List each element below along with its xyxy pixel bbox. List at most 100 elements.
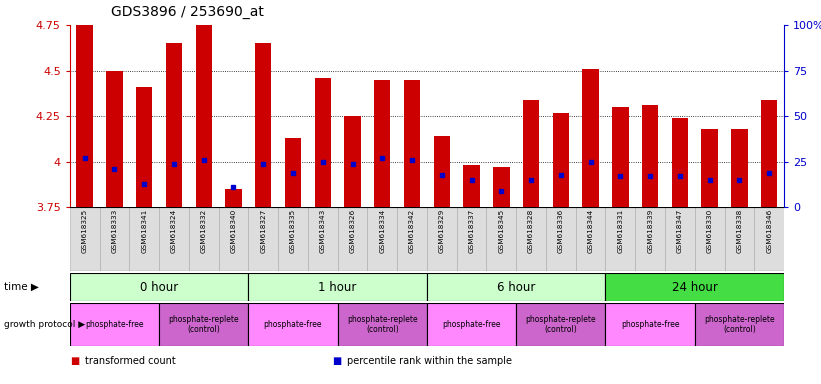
Bar bbox=[576, 207, 606, 271]
Bar bbox=[136, 87, 153, 207]
Bar bbox=[612, 107, 629, 207]
Text: GSM618344: GSM618344 bbox=[588, 209, 594, 253]
Bar bbox=[606, 207, 635, 271]
Bar bbox=[732, 129, 748, 207]
Text: GSM618346: GSM618346 bbox=[766, 209, 773, 253]
Bar bbox=[76, 25, 93, 207]
Text: phosphate-replete
(control): phosphate-replete (control) bbox=[347, 315, 418, 334]
Bar bbox=[195, 25, 212, 207]
Text: GSM618324: GSM618324 bbox=[171, 209, 177, 253]
Bar bbox=[433, 136, 450, 207]
Bar bbox=[248, 303, 337, 346]
Bar bbox=[456, 207, 487, 271]
Bar bbox=[337, 303, 427, 346]
Bar bbox=[635, 207, 665, 271]
Bar bbox=[672, 118, 688, 207]
Bar bbox=[546, 207, 576, 271]
Bar bbox=[308, 207, 337, 271]
Text: GSM618338: GSM618338 bbox=[736, 209, 742, 253]
Text: GSM618345: GSM618345 bbox=[498, 209, 504, 253]
Bar bbox=[606, 303, 695, 346]
Bar bbox=[337, 207, 368, 271]
Text: GSM618343: GSM618343 bbox=[319, 209, 326, 253]
Bar bbox=[70, 273, 248, 301]
Text: GSM618342: GSM618342 bbox=[409, 209, 415, 253]
Text: GSM618335: GSM618335 bbox=[290, 209, 296, 253]
Text: GSM618340: GSM618340 bbox=[231, 209, 236, 253]
Bar bbox=[130, 207, 159, 271]
Bar bbox=[701, 129, 718, 207]
Bar bbox=[516, 207, 546, 271]
Bar bbox=[285, 138, 301, 207]
Text: time ▶: time ▶ bbox=[4, 282, 39, 292]
Bar bbox=[99, 207, 130, 271]
Text: 6 hour: 6 hour bbox=[497, 281, 535, 293]
Text: GSM618333: GSM618333 bbox=[112, 209, 117, 253]
Bar bbox=[255, 43, 272, 207]
Bar bbox=[70, 207, 99, 271]
Text: GSM618341: GSM618341 bbox=[141, 209, 147, 253]
Text: GSM618332: GSM618332 bbox=[200, 209, 207, 253]
Bar bbox=[427, 207, 456, 271]
Bar bbox=[248, 207, 278, 271]
Bar bbox=[374, 80, 391, 207]
Text: phosphate-free: phosphate-free bbox=[264, 320, 323, 329]
Bar bbox=[754, 207, 784, 271]
Text: GSM618328: GSM618328 bbox=[528, 209, 534, 253]
Text: GSM618325: GSM618325 bbox=[81, 209, 88, 253]
Bar bbox=[427, 303, 516, 346]
Text: phosphate-free: phosphate-free bbox=[621, 320, 680, 329]
Bar bbox=[106, 71, 122, 207]
Bar bbox=[553, 113, 569, 207]
Text: phosphate-replete
(control): phosphate-replete (control) bbox=[704, 315, 775, 334]
Bar bbox=[368, 207, 397, 271]
Text: GSM618336: GSM618336 bbox=[557, 209, 564, 253]
Bar bbox=[724, 207, 754, 271]
Bar bbox=[159, 303, 248, 346]
Bar bbox=[218, 207, 248, 271]
Bar bbox=[70, 303, 159, 346]
Bar bbox=[189, 207, 218, 271]
Text: ■: ■ bbox=[333, 356, 342, 366]
Bar bbox=[695, 207, 724, 271]
Text: percentile rank within the sample: percentile rank within the sample bbox=[347, 356, 512, 366]
Bar bbox=[166, 43, 182, 207]
Bar bbox=[248, 273, 427, 301]
Text: 1 hour: 1 hour bbox=[319, 281, 357, 293]
Text: phosphate-replete
(control): phosphate-replete (control) bbox=[168, 315, 239, 334]
Text: transformed count: transformed count bbox=[85, 356, 176, 366]
Text: GSM618337: GSM618337 bbox=[469, 209, 475, 253]
Bar bbox=[159, 207, 189, 271]
Bar bbox=[761, 100, 777, 207]
Text: GSM618347: GSM618347 bbox=[677, 209, 683, 253]
Bar bbox=[493, 167, 510, 207]
Text: GSM618330: GSM618330 bbox=[707, 209, 713, 253]
Bar bbox=[642, 105, 658, 207]
Text: GSM618339: GSM618339 bbox=[647, 209, 654, 253]
Bar bbox=[314, 78, 331, 207]
Text: ■: ■ bbox=[70, 356, 79, 366]
Text: phosphate-free: phosphate-free bbox=[85, 320, 144, 329]
Text: GSM618329: GSM618329 bbox=[438, 209, 445, 253]
Bar bbox=[427, 273, 606, 301]
Bar bbox=[225, 189, 241, 207]
Bar bbox=[665, 207, 695, 271]
Bar bbox=[523, 100, 539, 207]
Text: phosphate-replete
(control): phosphate-replete (control) bbox=[525, 315, 596, 334]
Bar bbox=[278, 207, 308, 271]
Text: GSM618327: GSM618327 bbox=[260, 209, 266, 253]
Bar bbox=[487, 207, 516, 271]
Bar bbox=[404, 80, 420, 207]
Bar bbox=[695, 303, 784, 346]
Text: GSM618334: GSM618334 bbox=[379, 209, 385, 253]
Text: phosphate-free: phosphate-free bbox=[443, 320, 501, 329]
Bar bbox=[606, 273, 784, 301]
Text: growth protocol ▶: growth protocol ▶ bbox=[4, 320, 85, 329]
Text: 0 hour: 0 hour bbox=[140, 281, 178, 293]
Bar bbox=[344, 116, 360, 207]
Text: GDS3896 / 253690_at: GDS3896 / 253690_at bbox=[111, 5, 264, 19]
Text: GSM618326: GSM618326 bbox=[350, 209, 355, 253]
Bar bbox=[397, 207, 427, 271]
Bar bbox=[582, 69, 599, 207]
Bar bbox=[516, 303, 606, 346]
